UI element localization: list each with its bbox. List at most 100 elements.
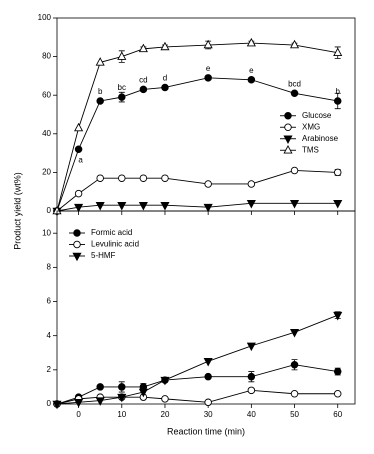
marker	[118, 174, 126, 182]
legend-label: Formic acid	[91, 228, 132, 237]
marker	[333, 311, 343, 321]
significance-label: bcd	[288, 79, 301, 88]
legend-marker	[284, 111, 292, 120]
legend-label: TMS	[302, 145, 319, 154]
marker	[95, 201, 105, 211]
marker	[118, 93, 126, 101]
marker	[161, 395, 169, 403]
legend-label: 5-HMF	[91, 251, 116, 260]
marker	[117, 393, 127, 403]
x-tick-label: 30	[204, 410, 213, 419]
significance-label: e	[249, 66, 254, 75]
marker	[333, 168, 342, 177]
marker	[160, 376, 170, 386]
marker	[160, 41, 170, 51]
series-line	[56, 42, 338, 212]
marker	[246, 342, 256, 352]
marker	[95, 57, 105, 66]
marker	[52, 400, 62, 410]
y-tick-label: 8	[47, 262, 52, 271]
y-tick-label: 2	[47, 365, 52, 374]
significance-label: a	[78, 155, 83, 164]
marker	[203, 358, 213, 367]
significance-label: d	[163, 74, 167, 83]
marker	[96, 383, 104, 391]
legend-label: XMG	[302, 122, 320, 131]
legend-label: Glucose	[302, 111, 332, 120]
legend-marker	[72, 252, 82, 262]
marker	[96, 174, 104, 182]
marker	[138, 43, 148, 53]
y-tick-label: 80	[42, 52, 51, 61]
marker	[246, 37, 256, 47]
marker	[139, 174, 148, 182]
marker	[247, 386, 256, 395]
significance-label: bc	[118, 83, 126, 92]
marker	[204, 74, 212, 82]
marker	[161, 83, 169, 92]
series-line	[56, 364, 338, 405]
x-tick-label: 40	[247, 410, 256, 419]
marker	[247, 372, 256, 381]
marker	[74, 399, 84, 408]
marker	[290, 89, 299, 98]
marker	[203, 203, 213, 213]
marker	[118, 383, 126, 391]
legend-label: Levulinic acid	[91, 240, 139, 249]
marker	[289, 200, 300, 209]
marker	[74, 189, 83, 198]
series-line	[56, 202, 338, 212]
significance-label: cd	[139, 76, 147, 85]
marker	[289, 39, 300, 49]
marker	[96, 97, 104, 105]
series-line	[56, 389, 338, 405]
marker	[138, 201, 148, 211]
x-axis-label: Reaction time (min)	[167, 426, 245, 436]
marker	[333, 200, 343, 209]
significance-label: b	[98, 87, 103, 96]
marker	[204, 372, 212, 381]
y-tick-label: 60	[42, 90, 51, 99]
series-line	[56, 77, 338, 212]
legend-marker	[73, 229, 81, 237]
marker	[290, 166, 299, 175]
series-line	[56, 314, 338, 405]
marker	[247, 180, 256, 188]
marker	[289, 329, 300, 338]
legend-marker	[73, 240, 81, 249]
x-tick-label: 50	[290, 410, 299, 419]
y-tick-label: 100	[38, 13, 52, 22]
marker	[333, 47, 343, 56]
marker	[247, 76, 256, 84]
y-tick-label: 10	[42, 228, 51, 237]
marker	[74, 203, 84, 213]
marker	[246, 200, 256, 209]
x-tick-label: 20	[161, 410, 170, 419]
marker	[290, 360, 299, 369]
marker	[139, 85, 148, 94]
marker	[160, 201, 170, 211]
marker	[138, 388, 148, 398]
significance-label: b	[335, 87, 340, 96]
marker	[117, 201, 127, 211]
marker	[95, 397, 105, 406]
legend-marker	[283, 144, 293, 154]
y-tick-label: 40	[42, 129, 51, 138]
marker	[117, 51, 127, 60]
marker	[333, 367, 342, 376]
marker	[333, 97, 342, 105]
y-tick-label: 20	[42, 168, 51, 177]
marker	[204, 180, 212, 188]
significance-label: e	[206, 64, 211, 73]
legend-marker	[283, 135, 293, 145]
y-tick-label: 0	[47, 399, 52, 408]
x-tick-label: 0	[76, 410, 81, 419]
marker	[203, 39, 213, 49]
legend-label: Arabinose	[302, 134, 339, 143]
series-line	[56, 170, 338, 212]
legend-marker	[284, 123, 292, 131]
y-tick-label: 0	[47, 206, 52, 215]
marker	[161, 174, 169, 182]
x-tick-label: 10	[117, 410, 126, 419]
